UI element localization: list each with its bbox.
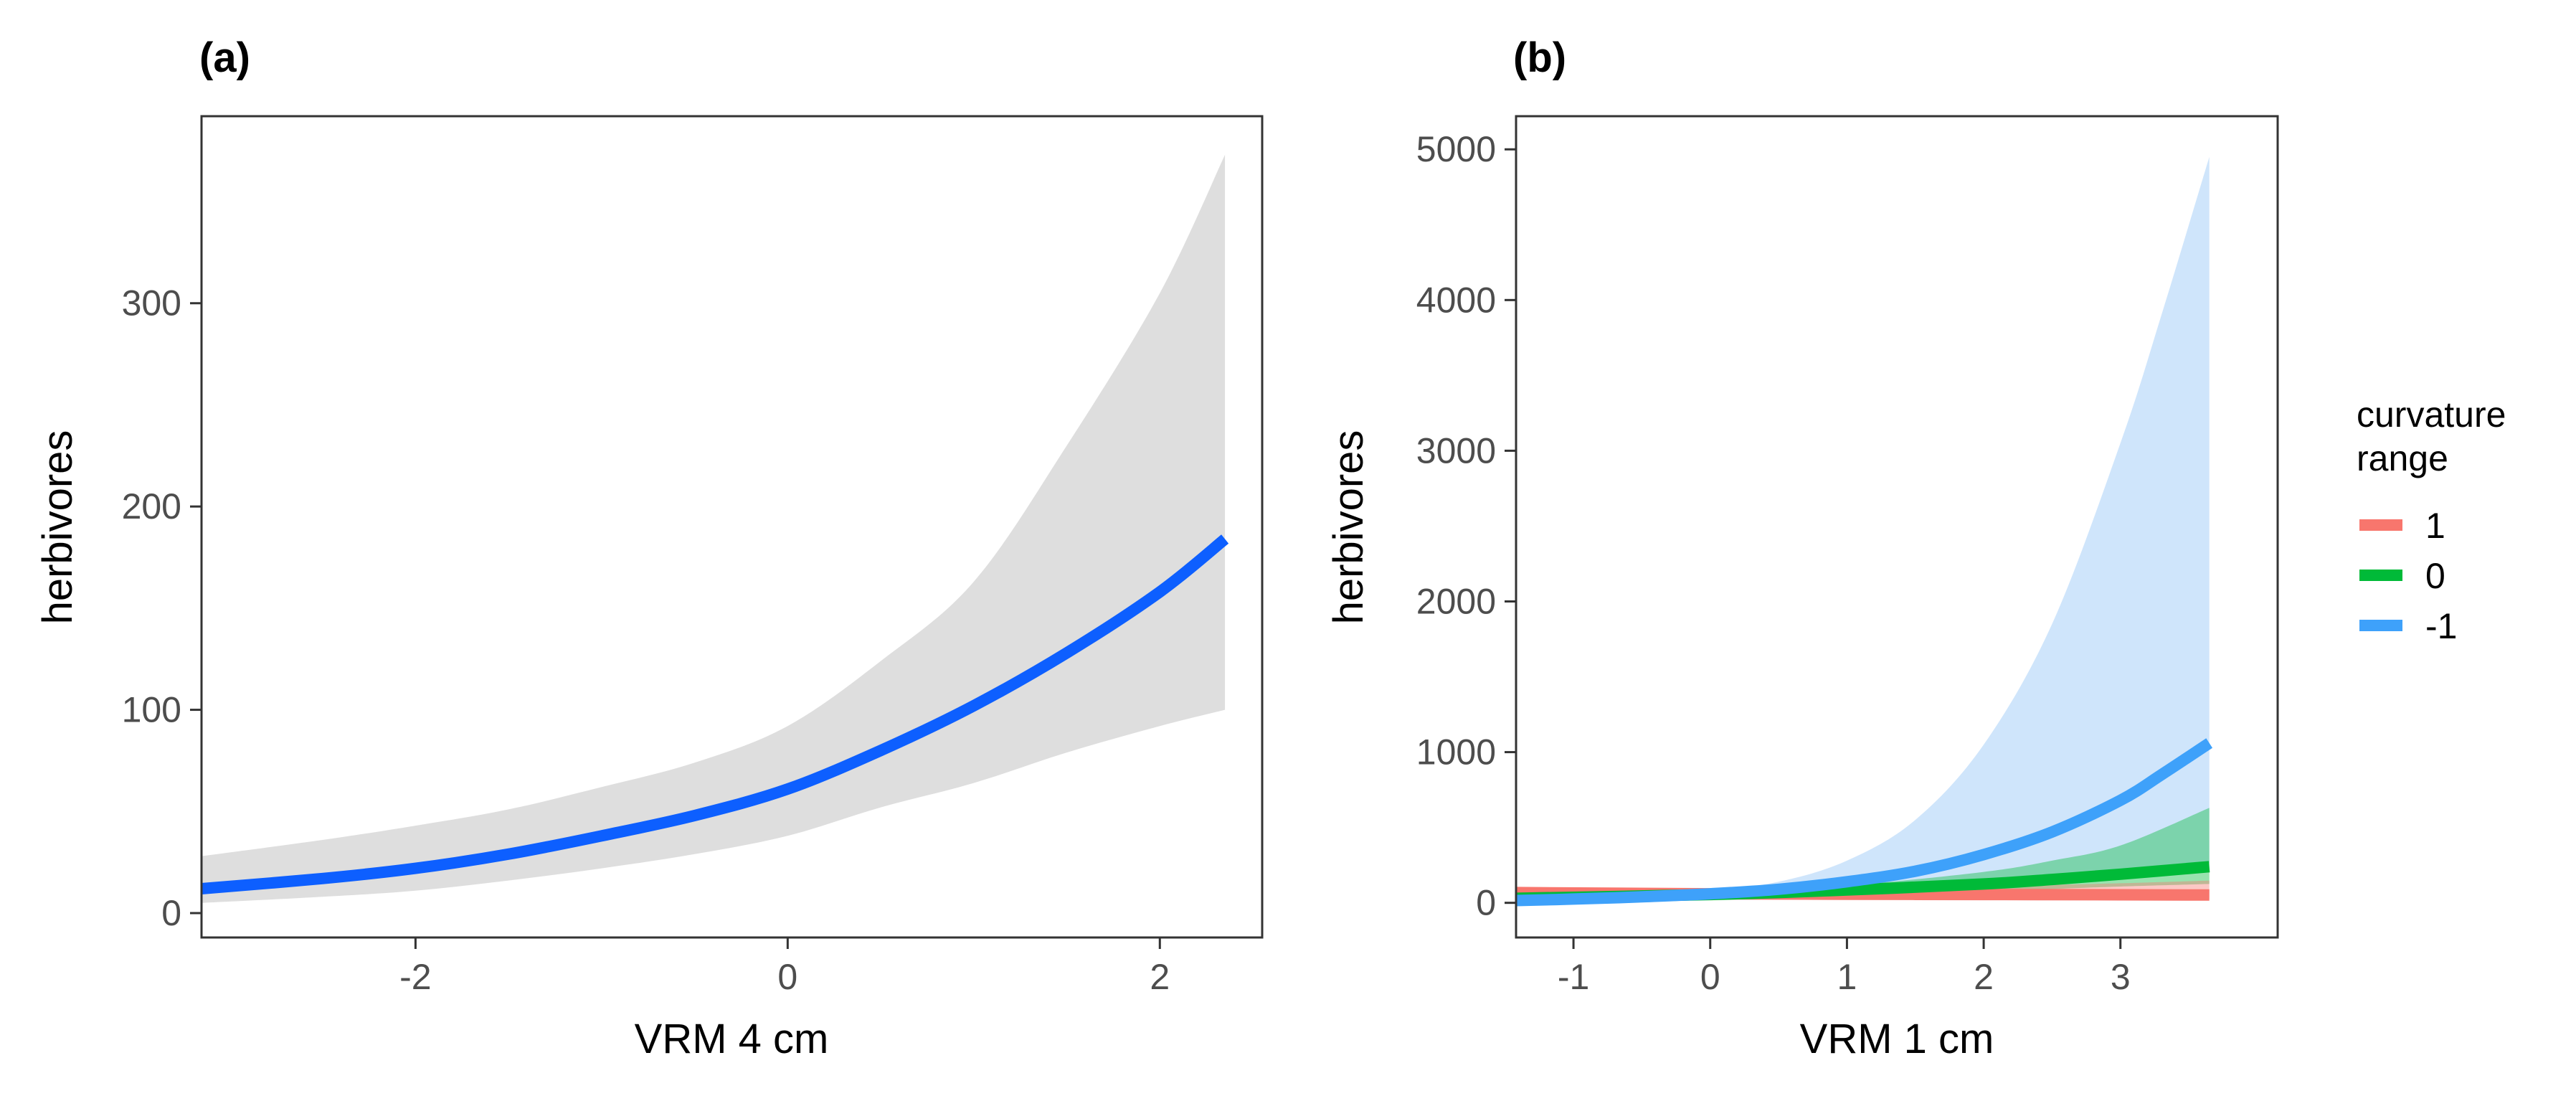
panel-b-axes: -1 0 1 2 3 0 1000 2000 3000 4000 5000 <box>1416 129 2131 997</box>
panel-b-x-tick-label: 2 <box>1974 957 1994 997</box>
legend-key-2 <box>2359 620 2402 631</box>
panel-a-axes: -2 0 2 0 100 200 300 <box>122 283 1170 997</box>
panel-b-y-tick-label: 3000 <box>1416 430 1496 471</box>
panel-b-x-tick-label: -1 <box>1558 957 1589 997</box>
legend-label-0: 1 <box>2425 506 2445 546</box>
legend: curvature range 1 0 -1 <box>2357 395 2506 646</box>
legend-entries: 1 0 -1 <box>2359 506 2457 646</box>
panel-a-plot-area <box>201 154 1229 903</box>
panel-a: -2 0 2 0 100 200 300 <box>122 115 1264 997</box>
panel-a-y-tick-label: 100 <box>122 690 181 730</box>
panel-a-x-tick-label: 2 <box>1150 957 1170 997</box>
panel-b-x-tick-label: 3 <box>2111 957 2131 997</box>
panel-b-y-tick-label: 4000 <box>1416 280 1496 320</box>
legend-key-0 <box>2359 519 2402 531</box>
panel-a-line-fit <box>201 534 1229 894</box>
legend-title-line-2: range <box>2357 438 2448 478</box>
panel-b-line-series-2 <box>1515 738 2213 907</box>
panel-a-y-tick-label: 200 <box>122 486 181 526</box>
panel-b-frame <box>1515 115 2279 939</box>
panel-a-x-tick-label: -2 <box>399 957 431 997</box>
legend-key-1 <box>2359 570 2402 581</box>
panel-b-y-tick-label: 5000 <box>1416 129 1496 169</box>
panel-b-y-axis-title: herbivores <box>1325 430 1372 625</box>
panel-b: -1 0 1 2 3 0 1000 2000 3000 4000 5000 <box>1416 115 2279 997</box>
panel-b-y-tick-label: 1000 <box>1416 732 1496 773</box>
panel-b-x-tick-label: 1 <box>1837 957 1857 997</box>
panel-b-y-tick-label: 0 <box>1476 883 1496 923</box>
panel-a-y-tick-label: 0 <box>161 893 181 933</box>
panel-b-ribbon-series-2 <box>1516 156 2210 902</box>
panel-b-y-tick-label: 2000 <box>1416 581 1496 621</box>
legend-title-line-1: curvature <box>2357 395 2506 435</box>
panel-b-x-axis-title: VRM 1 cm <box>1800 1016 1994 1062</box>
panel-a-y-axis-title: herbivores <box>34 430 81 625</box>
panel-a-ribbon-fit <box>202 154 1226 903</box>
legend-label-1: 0 <box>2425 556 2445 596</box>
panel-a-x-tick-label: 0 <box>777 957 797 997</box>
panel-a-frame <box>200 115 1264 939</box>
legend-label-2: -1 <box>2425 606 2457 646</box>
panel-b-tag: (b) <box>1513 34 1566 81</box>
panel-b-plot-area <box>1515 156 2213 907</box>
panel-a-x-axis-title: VRM 4 cm <box>635 1016 829 1062</box>
panel-b-x-tick-label: 0 <box>1700 957 1720 997</box>
panel-a-tag: (a) <box>199 34 250 81</box>
panel-a-y-tick-label: 300 <box>122 283 181 323</box>
